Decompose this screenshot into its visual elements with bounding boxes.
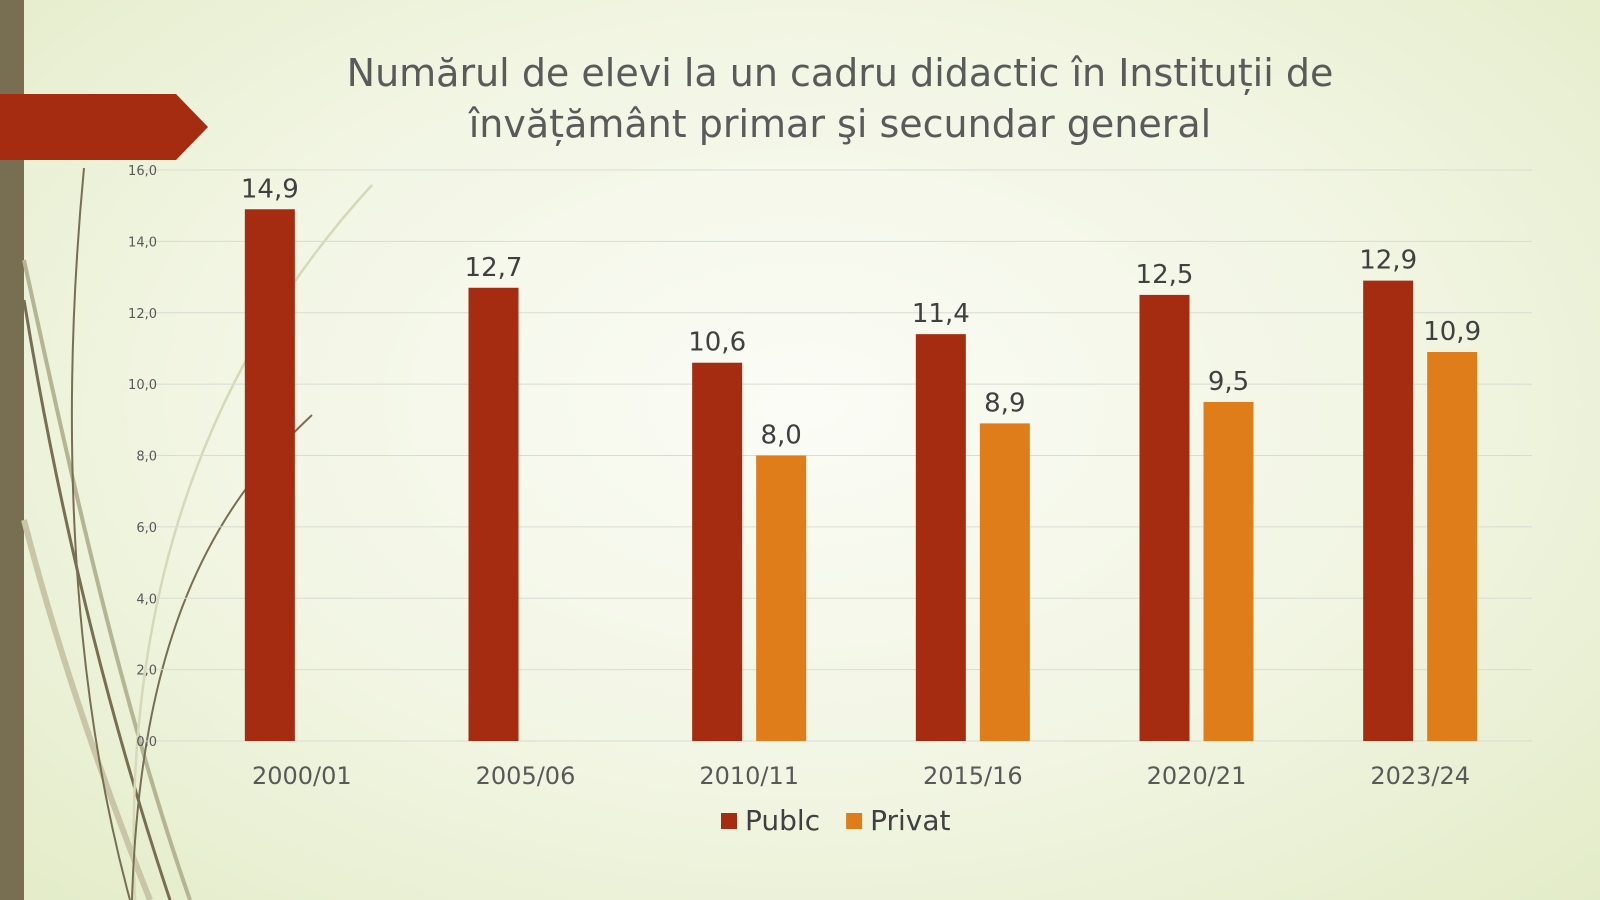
decor-curve <box>70 167 131 900</box>
data-label: 10,9 <box>1423 317 1481 347</box>
y-tick-label: 2,0 <box>136 664 157 679</box>
bar-publc <box>1139 294 1190 741</box>
bar-publc <box>915 334 966 741</box>
bar-privat <box>1427 352 1478 741</box>
y-tick-label: 6,0 <box>136 521 157 536</box>
x-tick-label: 2015/16 <box>923 762 1023 790</box>
y-tick-label: 10,0 <box>128 378 157 393</box>
bar-privat <box>1203 401 1254 741</box>
x-tick-label: 2023/24 <box>1370 762 1470 790</box>
legend-swatch-privat <box>846 813 863 829</box>
y-tick-label: 0,0 <box>136 735 157 750</box>
bar-publc <box>244 209 295 742</box>
y-tick-label: 14,0 <box>128 235 157 250</box>
bar-privat <box>979 423 1030 741</box>
bar-publc <box>1363 280 1414 741</box>
title-arrow <box>0 94 208 160</box>
data-label: 12,9 <box>1359 246 1417 276</box>
x-tick-label: 2010/11 <box>699 762 799 790</box>
data-label: 11,4 <box>912 299 970 329</box>
chart-title: Numărul de elevi la un cadru didactic în… <box>346 51 1334 146</box>
decor-curve <box>22 299 172 900</box>
x-tick-label: 2020/21 <box>1147 762 1247 790</box>
legend-label-privat: Privat <box>870 804 950 837</box>
y-tick-label: 16,0 <box>128 164 157 179</box>
data-label: 9,5 <box>1208 367 1249 397</box>
bar-publc <box>692 362 743 741</box>
data-label: 14,9 <box>241 174 299 204</box>
bar-publc <box>468 287 519 741</box>
decor-curve <box>22 259 192 900</box>
x-tick-label: 2005/06 <box>476 762 576 790</box>
bar-privat <box>756 455 807 741</box>
data-label: 8,0 <box>760 421 801 451</box>
y-tick-label: 12,0 <box>128 307 157 322</box>
decor-curve <box>132 184 373 900</box>
data-label: 10,6 <box>688 328 746 358</box>
x-tick-label: 2000/01 <box>252 762 352 790</box>
data-label: 12,7 <box>465 253 523 283</box>
legend-label-publc: Publc <box>745 804 820 837</box>
legend-swatch-publc <box>721 813 737 829</box>
y-tick-label: 4,0 <box>136 592 157 607</box>
data-label: 8,9 <box>984 388 1025 418</box>
y-tick-label: 8,0 <box>136 450 157 465</box>
data-label: 12,5 <box>1136 260 1194 290</box>
